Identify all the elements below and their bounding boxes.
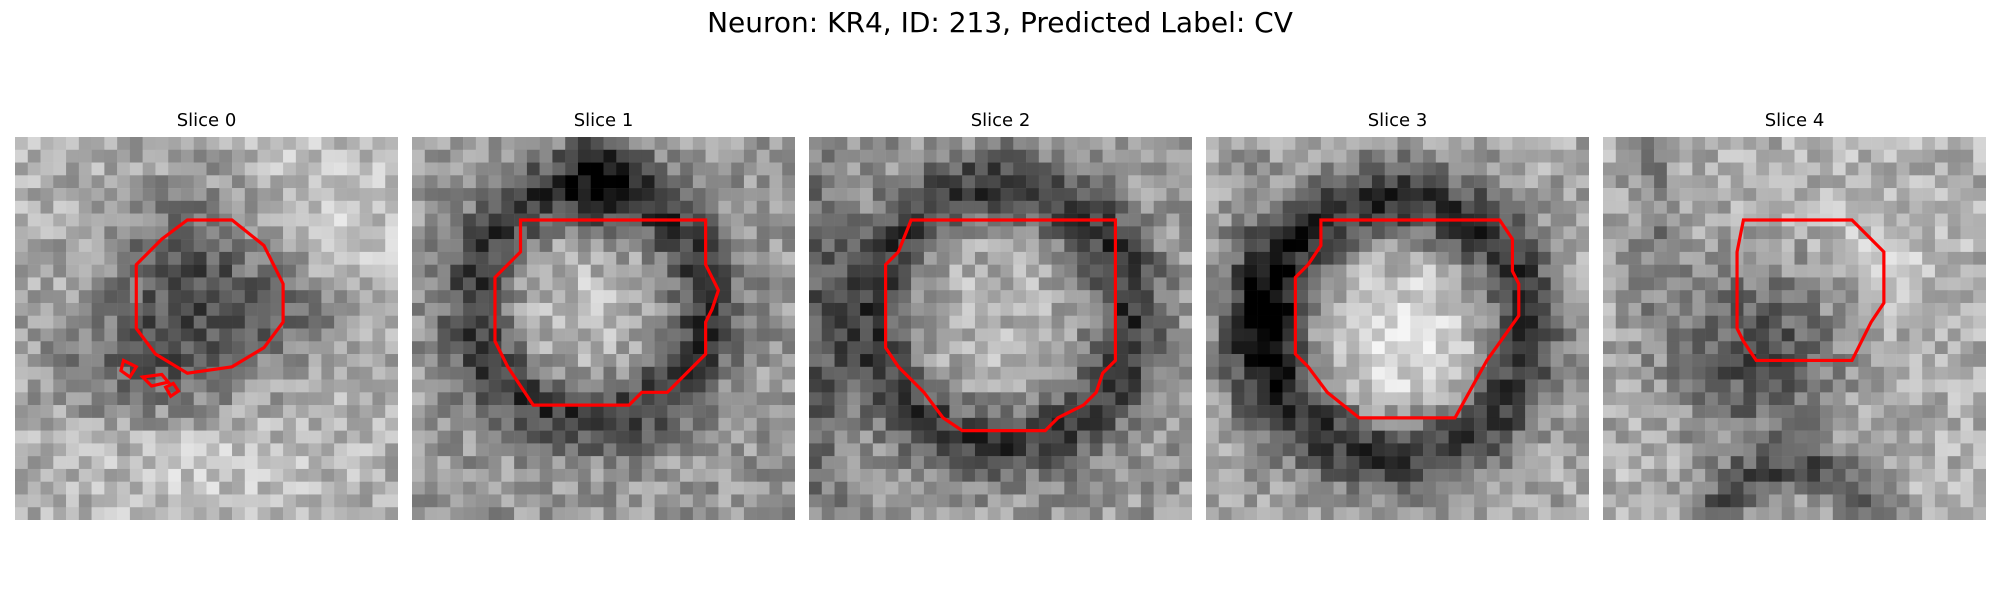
slice-image [412,137,795,520]
slice-panel-3: Slice 3 [1206,110,1589,520]
segmentation-contour [884,218,1117,433]
segmentation-contour [119,358,139,380]
figure-title: Neuron: KR4, ID: 213, Predicted Label: C… [707,6,1293,39]
slice-image [15,137,398,520]
segmentation-contour [163,381,181,399]
segmentation-contour [1293,218,1521,420]
segmentation-contour [139,372,172,388]
slice-panel-1: Slice 1 [412,110,795,520]
slice-image [809,137,1192,520]
slice-title: Slice 3 [1367,110,1428,131]
slice-image [1206,137,1589,520]
segmentation-contour [493,218,721,407]
slice-panel-0: Slice 0 [15,110,398,520]
segmentation-contour [1735,218,1886,363]
slice-title: Slice 0 [176,110,237,131]
slice-panel-4: Slice 4 [1603,110,1986,520]
slice-panel-2: Slice 2 [809,110,1192,520]
slice-title: Slice 2 [970,110,1031,131]
slice-title: Slice 4 [1764,110,1825,131]
slice-image [1603,137,1986,520]
slice-title: Slice 1 [573,110,634,131]
segmentation-contour [134,218,285,375]
